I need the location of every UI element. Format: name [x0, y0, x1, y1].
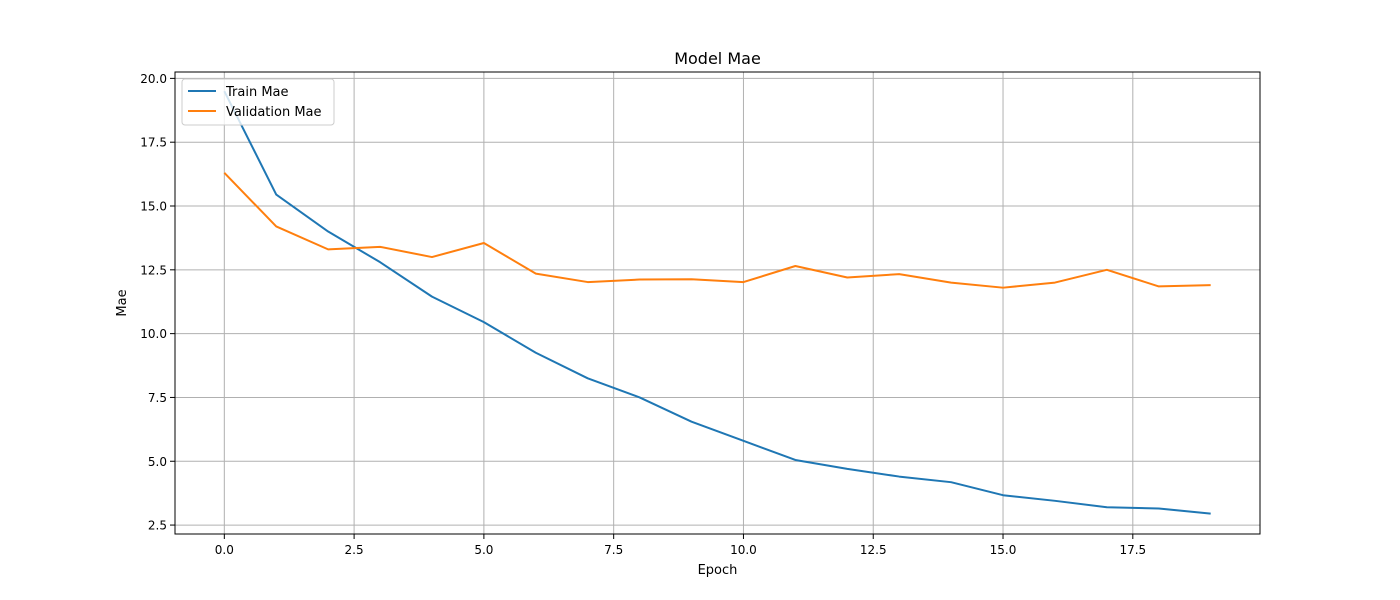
chart-title: Model Mae [674, 49, 761, 68]
y-tick-label: 20.0 [140, 72, 167, 86]
x-tick-label: 7.5 [604, 543, 623, 557]
legend-label-train-mae: Train Mae [225, 85, 289, 100]
y-tick-label: 2.5 [148, 519, 167, 533]
y-tick-label: 5.0 [148, 455, 167, 469]
x-tick-label: 2.5 [345, 543, 364, 557]
legend-label-validation-mae: Validation Mae [226, 105, 322, 120]
x-tick-label: 12.5 [860, 543, 887, 557]
x-tick-label: 15.0 [990, 543, 1017, 557]
y-axis-label: Mae [115, 289, 130, 316]
y-tick-label: 7.5 [148, 391, 167, 405]
y-tick-label: 15.0 [140, 200, 167, 214]
y-tick-label: 12.5 [140, 263, 167, 277]
series-line-validation-mae [223, 172, 1211, 289]
series-line-train-mae [223, 90, 1211, 515]
x-tick-label: 5.0 [474, 543, 493, 557]
legend: Train Mae Validation Mae [181, 78, 335, 126]
grid-lines [175, 72, 1260, 534]
x-axis-label: Epoch [698, 563, 738, 578]
legend-box [181, 78, 335, 126]
y-tick-label: 10.0 [140, 327, 167, 341]
series-layer [223, 90, 1211, 515]
plot-frame [174, 71, 1261, 535]
x-tick-label: 17.5 [1119, 543, 1146, 557]
y-axis-ticks: 2.5 5.0 7.5 10.0 12.5 15.0 17.5 20.0 [140, 72, 175, 533]
y-tick-label: 17.5 [140, 136, 167, 150]
x-tick-label: 10.0 [730, 543, 757, 557]
x-axis-ticks: 0.0 2.5 5.0 7.5 10.0 12.5 15.0 17.5 [215, 534, 1146, 557]
x-tick-label: 0.0 [215, 543, 234, 557]
